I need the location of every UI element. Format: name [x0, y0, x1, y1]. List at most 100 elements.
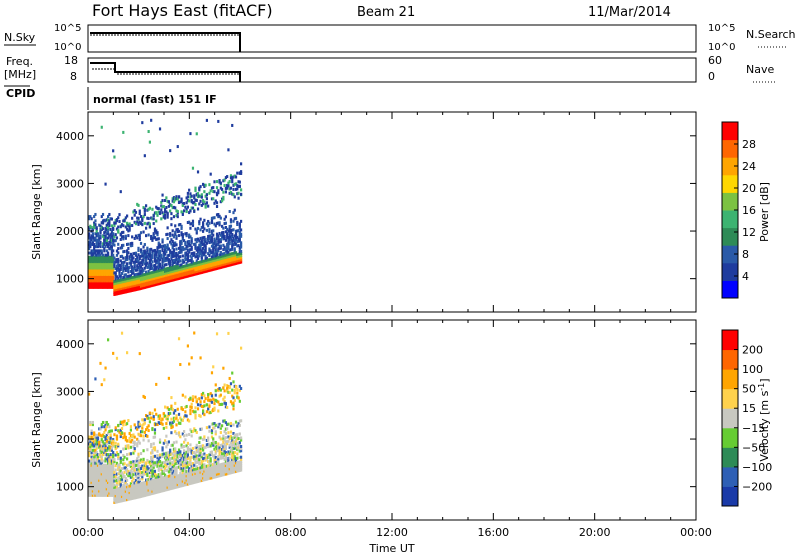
range-cell — [151, 483, 154, 487]
range-cell — [152, 470, 155, 474]
range-cell — [219, 402, 222, 406]
range-cell — [112, 457, 115, 461]
range-cell — [193, 262, 196, 266]
range-cell — [223, 383, 226, 387]
range-cell — [120, 278, 124, 282]
range-cell — [232, 187, 235, 191]
range-cell — [139, 486, 143, 490]
range-cell — [126, 483, 129, 487]
velocity-colorbar: Velocity [m s-1] 2001005015−15−50−100−20… — [721, 329, 772, 507]
range-cell — [219, 257, 222, 261]
range-cell — [95, 245, 98, 249]
range-cell — [148, 261, 151, 264]
range-cell — [237, 180, 240, 184]
cpid-label: CPID — [6, 87, 35, 100]
range-cell — [119, 499, 122, 503]
range-cell — [175, 468, 178, 472]
range-cell — [193, 253, 196, 257]
range-cell — [146, 493, 149, 497]
range-cell — [207, 445, 210, 449]
range-cell — [226, 259, 229, 263]
range-cell — [221, 261, 224, 265]
range-cell — [171, 270, 174, 273]
range-cell — [119, 289, 122, 293]
range-cell — [191, 409, 195, 413]
range-cell — [204, 454, 207, 458]
range-cell — [158, 481, 162, 485]
range-cell — [120, 261, 124, 265]
range-cell — [234, 442, 238, 446]
range-cell — [233, 253, 236, 257]
range-cell — [128, 257, 131, 261]
range-cell — [166, 415, 169, 419]
range-cell — [162, 469, 165, 473]
range-cell — [104, 446, 107, 450]
range-cell — [123, 279, 126, 283]
range-cell — [161, 454, 164, 458]
range-cell — [222, 456, 225, 460]
range-cell — [117, 487, 120, 491]
range-cell — [136, 467, 139, 471]
range-cell — [105, 489, 108, 493]
range-cell — [233, 446, 236, 450]
range-cell — [96, 283, 100, 287]
range-cell — [136, 476, 139, 480]
range-cell — [104, 260, 107, 264]
range-cell — [233, 450, 236, 454]
range-cell — [162, 205, 165, 209]
range-cell — [94, 264, 97, 268]
range-cell — [132, 477, 135, 481]
range-cell — [148, 486, 151, 490]
range-cell — [234, 216, 238, 220]
range-cell — [89, 260, 92, 264]
range-cell — [175, 455, 178, 459]
range-cell — [231, 180, 234, 184]
range-cell — [141, 273, 144, 277]
range-cell — [196, 458, 200, 462]
range-cell — [161, 272, 164, 276]
range-cell — [229, 218, 233, 222]
range-cell — [191, 273, 195, 277]
range-cell — [115, 258, 119, 262]
range-cell — [194, 478, 197, 482]
range-cell — [183, 209, 186, 213]
range-cell — [109, 483, 112, 487]
range-cell — [213, 180, 216, 184]
range-cell — [89, 266, 92, 270]
range-cell — [171, 267, 174, 271]
range-cell — [107, 279, 110, 283]
range-cell — [240, 436, 243, 440]
range-cell — [110, 476, 113, 480]
range-cell — [202, 448, 205, 452]
range-cell — [95, 476, 98, 480]
range-cell — [161, 482, 164, 486]
range-cell — [229, 237, 233, 241]
range-cell — [117, 467, 120, 471]
nsearch-tick-bottom: 10^0 — [708, 42, 735, 53]
range-cell — [89, 275, 92, 279]
range-cell — [169, 259, 172, 263]
range-cell — [127, 287, 130, 291]
range-cell — [179, 248, 182, 252]
range-cell — [165, 280, 168, 284]
range-cell — [139, 278, 143, 282]
range-cell — [228, 465, 231, 469]
range-cell — [88, 446, 91, 450]
range-cell — [204, 203, 207, 207]
range-cell — [95, 262, 98, 266]
range-cell — [161, 417, 164, 421]
range-cell — [158, 245, 162, 249]
range-cell — [218, 261, 221, 265]
range-cell — [181, 462, 184, 466]
range-cell — [133, 464, 136, 468]
range-cell — [95, 474, 98, 478]
range-cell — [94, 245, 97, 249]
range-cell — [101, 480, 105, 484]
range-cell — [98, 468, 101, 472]
range-cell — [233, 433, 236, 437]
range-cell — [133, 496, 136, 500]
range-cell — [108, 279, 111, 283]
range-cell — [124, 487, 127, 491]
range-cell — [198, 460, 201, 464]
range-cell — [158, 127, 162, 131]
